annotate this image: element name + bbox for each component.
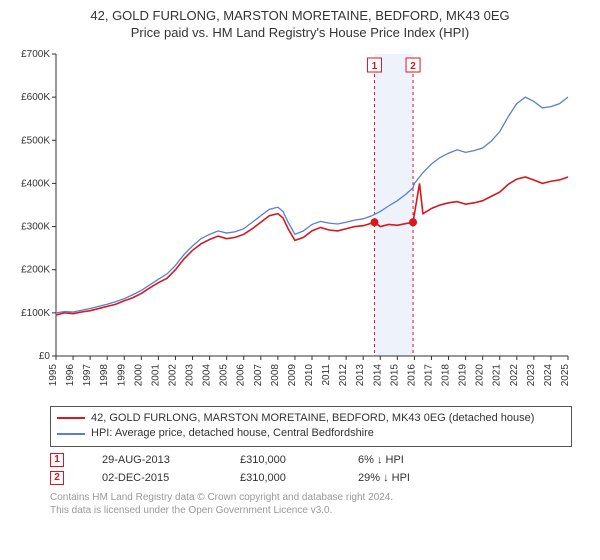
svg-text:2: 2 [410, 61, 416, 72]
svg-text:2000: 2000 [133, 363, 144, 386]
svg-text:2024: 2024 [543, 363, 554, 386]
sale-1-price: £310,000 [240, 454, 320, 466]
svg-text:£400K: £400K [21, 178, 50, 189]
legend-label-2: HPI: Average price, detached house, Cent… [91, 426, 374, 441]
svg-text:£600K: £600K [21, 92, 50, 103]
chart-area: £0 £100K £200K £300K £400K £500K £600K £700K 199… [12, 48, 572, 398]
svg-text:2023: 2023 [526, 363, 537, 386]
chart-container: 42, GOLD FURLONG, MARSTON MORETAINE, BED… [0, 0, 600, 560]
svg-text:1999: 1999 [116, 363, 127, 386]
svg-text:2013: 2013 [355, 363, 366, 386]
footer-line-2: This data is licensed under the Open Gov… [50, 504, 588, 517]
title-subtitle: Price paid vs. HM Land Registry's House … [12, 25, 588, 42]
svg-text:1995: 1995 [48, 363, 59, 386]
svg-text:£300K: £300K [21, 221, 50, 232]
svg-text:£700K: £700K [21, 49, 50, 60]
svg-text:2002: 2002 [167, 363, 178, 386]
line-chart-svg: £0 £100K £200K £300K £400K £500K £600K £700K 199… [12, 48, 572, 398]
svg-text:2007: 2007 [253, 363, 264, 386]
sale-1-date: 29-AUG-2013 [102, 454, 202, 466]
sale-marker-2-num: 2 [54, 472, 60, 483]
svg-text:2020: 2020 [475, 363, 486, 386]
svg-text:2025: 2025 [560, 363, 571, 386]
legend-swatch-2 [57, 433, 85, 435]
sale-marker-1: 1 [50, 453, 64, 467]
svg-text:2005: 2005 [219, 363, 230, 386]
svg-text:1996: 1996 [65, 363, 76, 386]
sale-marker-2: 2 [50, 471, 64, 485]
legend-label-1: 42, GOLD FURLONG, MARSTON MORETAINE, BED… [91, 411, 534, 426]
svg-text:2019: 2019 [458, 363, 469, 386]
svg-text:2022: 2022 [509, 363, 520, 386]
svg-text:2018: 2018 [441, 363, 452, 386]
legend-swatch-1 [57, 417, 85, 419]
svg-text:2021: 2021 [492, 363, 503, 386]
svg-text:£100K: £100K [21, 308, 50, 319]
sale-row-1: 1 29-AUG-2013 £310,000 6% ↓ HPI [50, 453, 588, 467]
sale-2-diff: 29% ↓ HPI [358, 472, 448, 484]
sale-row-2: 2 02-DEC-2015 £310,000 29% ↓ HPI [50, 471, 588, 485]
svg-text:2006: 2006 [236, 363, 247, 386]
sale-marker-1-num: 1 [54, 454, 60, 465]
svg-text:2012: 2012 [338, 363, 349, 386]
svg-text:2003: 2003 [185, 363, 196, 386]
legend-box: 42, GOLD FURLONG, MARSTON MORETAINE, BED… [50, 406, 572, 447]
sale-1-diff: 6% ↓ HPI [358, 454, 448, 466]
svg-text:1997: 1997 [82, 363, 93, 386]
footer-line-1: Contains HM Land Registry data © Crown c… [50, 491, 588, 504]
svg-text:2001: 2001 [150, 363, 161, 386]
legend-row-series2: HPI: Average price, detached house, Cent… [57, 426, 565, 441]
svg-text:1: 1 [372, 61, 378, 72]
title-address: 42, GOLD FURLONG, MARSTON MORETAINE, BED… [12, 8, 588, 25]
svg-text:2008: 2008 [270, 363, 281, 386]
svg-text:2015: 2015 [389, 363, 400, 386]
svg-text:£0: £0 [39, 351, 51, 362]
sale-2-price: £310,000 [240, 472, 320, 484]
svg-text:2014: 2014 [372, 363, 383, 386]
svg-text:2009: 2009 [287, 363, 298, 386]
footer-block: Contains HM Land Registry data © Crown c… [50, 491, 588, 517]
title-block: 42, GOLD FURLONG, MARSTON MORETAINE, BED… [12, 8, 588, 42]
svg-text:2017: 2017 [423, 363, 434, 386]
svg-text:2016: 2016 [406, 363, 417, 386]
svg-text:2004: 2004 [202, 363, 213, 386]
svg-text:2011: 2011 [321, 363, 332, 385]
svg-text:£500K: £500K [21, 135, 50, 146]
svg-text:£200K: £200K [21, 264, 50, 275]
svg-text:1998: 1998 [99, 363, 110, 386]
svg-text:2010: 2010 [304, 363, 315, 386]
legend-row-series1: 42, GOLD FURLONG, MARSTON MORETAINE, BED… [57, 411, 565, 426]
sale-2-date: 02-DEC-2015 [102, 472, 202, 484]
